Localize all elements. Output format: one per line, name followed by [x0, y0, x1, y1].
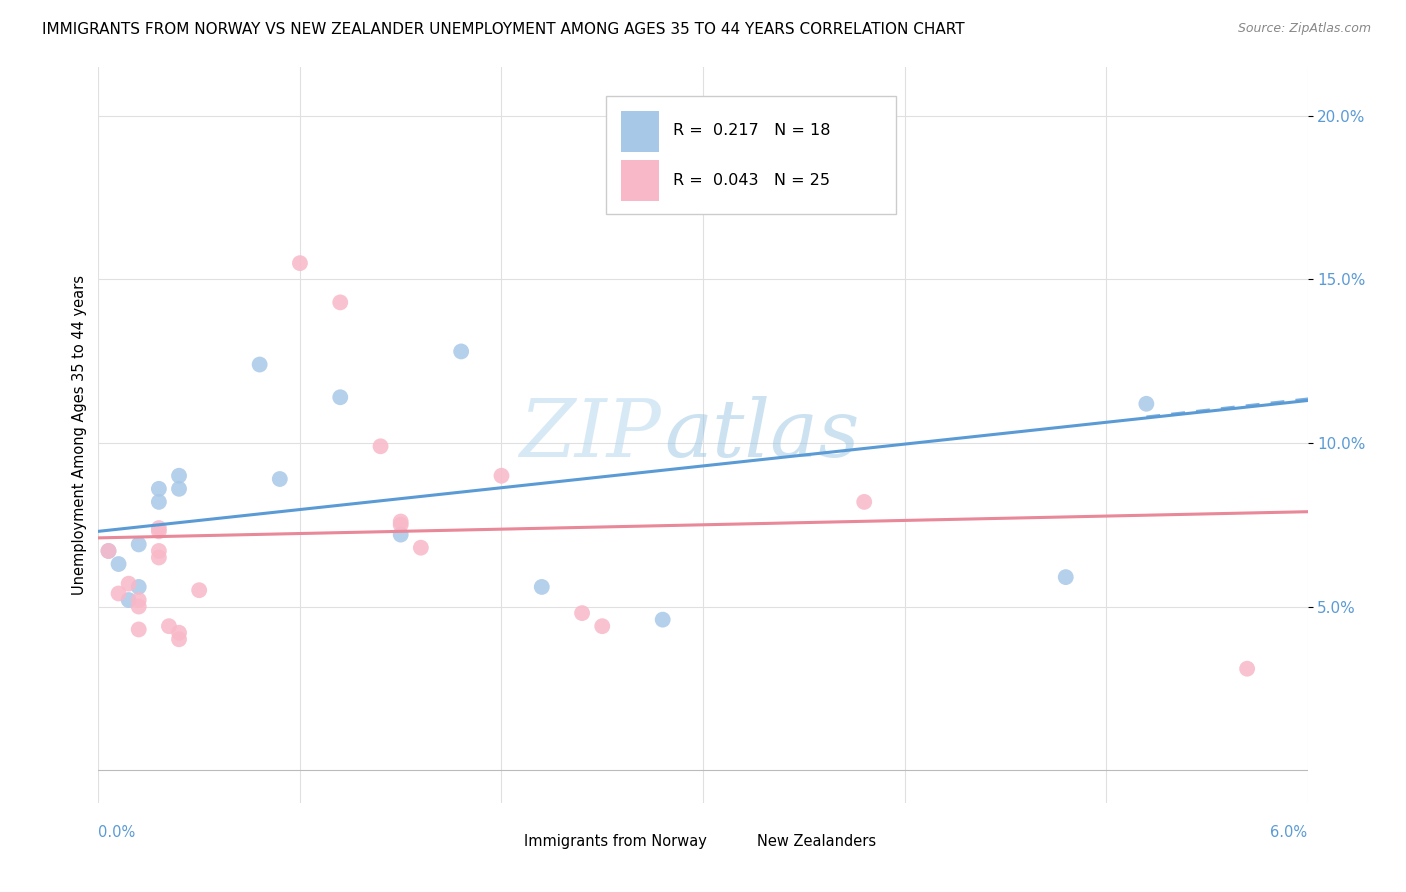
Point [157, 619, 180, 633]
Point [329, 295, 352, 310]
Point [167, 468, 190, 483]
Point [288, 256, 311, 270]
Point [651, 613, 673, 627]
Point [128, 593, 150, 607]
Point [128, 537, 150, 551]
Point [148, 482, 170, 496]
Point [148, 550, 170, 565]
Bar [724, 833, 751, 849]
Point [188, 583, 211, 598]
Point [128, 599, 150, 614]
Point [107, 557, 129, 571]
Point [118, 593, 141, 607]
Point [97, 544, 120, 558]
Text: R =  0.217   N = 18: R = 0.217 N = 18 [672, 123, 831, 138]
Point [1135, 397, 1157, 411]
Point [148, 521, 170, 535]
Point [329, 390, 352, 404]
Bar [621, 161, 659, 201]
Point [269, 472, 291, 486]
Point [148, 495, 170, 509]
Point [118, 576, 141, 591]
Text: atlas: atlas [664, 396, 859, 474]
Point [97, 544, 120, 558]
Text: R =  0.043   N = 25: R = 0.043 N = 25 [672, 173, 830, 188]
Point [1236, 662, 1258, 676]
Point [167, 632, 190, 647]
Point [167, 625, 190, 640]
Point [128, 623, 150, 637]
Bar [621, 111, 659, 152]
Point [571, 606, 593, 620]
Point [591, 619, 613, 633]
Point [853, 495, 876, 509]
Point [389, 515, 412, 529]
Point [148, 524, 170, 539]
Text: IMMIGRANTS FROM NORWAY VS NEW ZEALANDER UNEMPLOYMENT AMONG AGES 35 TO 44 YEARS C: IMMIGRANTS FROM NORWAY VS NEW ZEALANDER … [42, 22, 965, 37]
Point [128, 580, 150, 594]
Text: 6.0%: 6.0% [1271, 825, 1308, 840]
Text: Immigrants from Norway: Immigrants from Norway [524, 833, 707, 848]
Point [389, 527, 412, 541]
Point [389, 517, 412, 532]
Text: New Zealanders: New Zealanders [758, 833, 876, 848]
Point [249, 358, 271, 372]
Point [1054, 570, 1077, 584]
Text: ZIP: ZIP [519, 396, 661, 474]
FancyBboxPatch shape [606, 96, 897, 214]
Point [409, 541, 432, 555]
Point [167, 482, 190, 496]
Point [148, 544, 170, 558]
Point [530, 580, 553, 594]
Bar [492, 833, 517, 849]
Text: 0.0%: 0.0% [98, 825, 135, 840]
Point [107, 586, 129, 600]
Y-axis label: Unemployment Among Ages 35 to 44 years: Unemployment Among Ages 35 to 44 years [72, 275, 87, 595]
Text: Source: ZipAtlas.com: Source: ZipAtlas.com [1237, 22, 1371, 36]
Point [370, 439, 392, 453]
Point [450, 344, 472, 359]
Point [491, 468, 513, 483]
